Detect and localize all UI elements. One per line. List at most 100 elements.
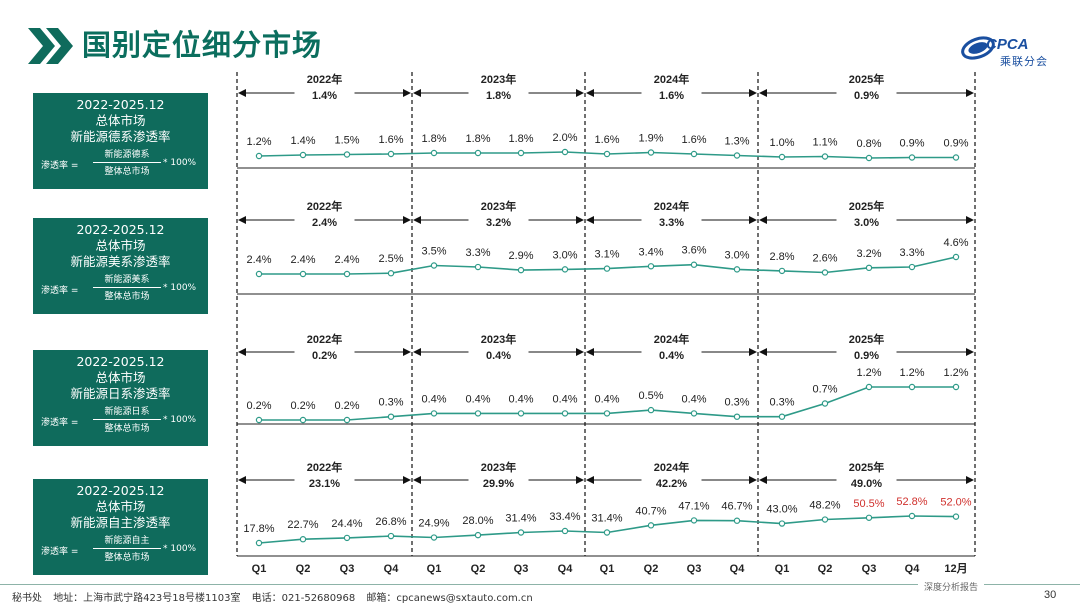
data-label: 40.7% [635, 505, 666, 517]
formula-numerator: 新能源美系 [93, 272, 161, 288]
x-tick-label: Q1 [775, 563, 790, 575]
data-label: 0.4% [508, 393, 533, 405]
data-label: 2.9% [508, 250, 533, 262]
x-tick-label: Q3 [687, 563, 702, 575]
year-label: 2024年 [654, 460, 689, 474]
x-tick-label: Q4 [730, 563, 746, 575]
year-label: 2023年 [481, 332, 516, 346]
year-label: 2024年 [654, 332, 689, 346]
footer: 秘书处 地址：上海市武宁路423号18号楼1103室 电话：021-526809… [12, 589, 541, 604]
formula-denominator: 整体总市场 [104, 292, 150, 302]
x-tick-label: Q1 [600, 563, 615, 575]
logo-subtitle: 乘联分会 [1000, 55, 1048, 68]
data-label: 0.4% [681, 393, 706, 405]
data-label: 0.2% [334, 400, 359, 412]
penetration-chart: Q1 Q2 Q3 Q4 Q1 Q2 Q3 Q4 Q1 Q2 Q3 Q4 Q1 Q2 Q3 Q4 12月 2022年… [236, 72, 976, 575]
data-label: 0.4% [552, 393, 577, 405]
panel-period: 2022-2025.12 [76, 354, 165, 369]
panel-period: 2022-2025.12 [76, 483, 165, 498]
data-point [952, 154, 960, 161]
data-point [865, 264, 873, 272]
data-point [343, 416, 351, 424]
year-label: 2025年 [849, 199, 884, 213]
page-title: 国别定位细分市场 [82, 28, 323, 62]
data-point [690, 150, 698, 158]
panel-domestic: 2022-2025.12 总体市场 新能源自主渗透率 渗透率 = 新能源自主 整… [33, 479, 208, 575]
data-label: 50.5% [853, 498, 884, 510]
formula-multiplier: * 100% [163, 158, 197, 168]
data-label: 0.4% [465, 393, 490, 405]
data-label: 1.6% [681, 134, 706, 146]
data-point [255, 152, 263, 160]
data-label: 3.3% [465, 247, 490, 259]
data-point [343, 151, 351, 158]
footer-divider [0, 584, 1080, 585]
data-label: 2.4% [334, 254, 359, 266]
data-label: 43.0% [766, 504, 797, 516]
data-point [908, 383, 916, 391]
panel-american: 2022-2025.12 总体市场 新能源美系渗透率 渗透率 = 新能源美系 整… [33, 218, 208, 314]
year-label: 2022年 [307, 460, 342, 474]
annual-rate-label: 2.4% [312, 217, 337, 229]
panel-metric: 新能源自主渗透率 [70, 515, 171, 530]
data-point [647, 149, 655, 156]
x-tick-label: 12月 [944, 562, 967, 575]
formula-denominator: 整体总市场 [104, 167, 150, 177]
panel-period: 2022-2025.12 [76, 97, 165, 112]
data-label: 0.9% [899, 138, 924, 150]
year-label: 2022年 [307, 199, 342, 213]
data-point [430, 262, 438, 269]
x-tick-label: Q4 [905, 563, 921, 575]
data-point [778, 153, 786, 161]
data-point [343, 270, 351, 278]
data-point [690, 261, 698, 268]
year-label: 2024年 [654, 72, 689, 86]
panel-period: 2022-2025.12 [76, 222, 165, 237]
data-label: 1.6% [594, 134, 619, 146]
data-label: 47.1% [678, 500, 709, 512]
data-point [603, 410, 611, 417]
formula-lhs: 渗透率 = [41, 286, 79, 296]
annual-rate-label: 42.2% [656, 478, 687, 490]
formula: 渗透率 = 新能源日系 整体总市场 * 100% [33, 404, 208, 438]
data-label: 31.4% [591, 513, 622, 525]
cpca-logo-icon [961, 36, 995, 60]
data-point [908, 512, 916, 520]
data-point [430, 149, 438, 157]
data-label: 0.2% [290, 400, 315, 412]
data-point [733, 266, 741, 273]
year-label: 2025年 [849, 72, 884, 86]
x-tick-label: Q4 [384, 563, 400, 575]
data-point [430, 410, 438, 417]
data-point [952, 253, 960, 261]
data-label: 3.0% [724, 249, 749, 261]
data-label: 22.7% [287, 519, 318, 531]
panel-market: 总体市场 [95, 370, 146, 385]
formula: 渗透率 = 新能源美系 整体总市场 * 100% [33, 272, 208, 306]
year-label: 2023年 [481, 199, 516, 213]
annual-rate-label: 0.9% [854, 90, 879, 102]
annual-rate-label: 1.6% [659, 90, 684, 102]
formula-lhs: 渗透率 = [41, 418, 79, 428]
page-number: 30 [1044, 589, 1057, 601]
footer-email: 邮箱：cpcanews@sxtauto.com.cn [366, 593, 533, 604]
data-point [690, 517, 698, 524]
x-tick-label: Q3 [514, 563, 529, 575]
data-point [733, 413, 741, 420]
data-label: 1.2% [943, 367, 968, 379]
data-label: 1.2% [246, 136, 271, 148]
data-label: 24.4% [331, 518, 362, 530]
annual-rate-label: 0.2% [312, 350, 337, 362]
x-tick-label: Q1 [252, 563, 267, 575]
data-label: 0.3% [378, 397, 403, 409]
annual-rate-label: 29.9% [483, 478, 514, 490]
panel-market: 总体市场 [95, 238, 146, 253]
x-tick-label: Q3 [862, 563, 877, 575]
data-label: 1.3% [724, 136, 749, 148]
data-point [778, 520, 786, 527]
data-label: 0.3% [724, 397, 749, 409]
data-label: 0.7% [812, 384, 837, 396]
data-point [430, 534, 438, 541]
data-point [952, 383, 960, 391]
x-tick-label: Q2 [296, 563, 311, 575]
